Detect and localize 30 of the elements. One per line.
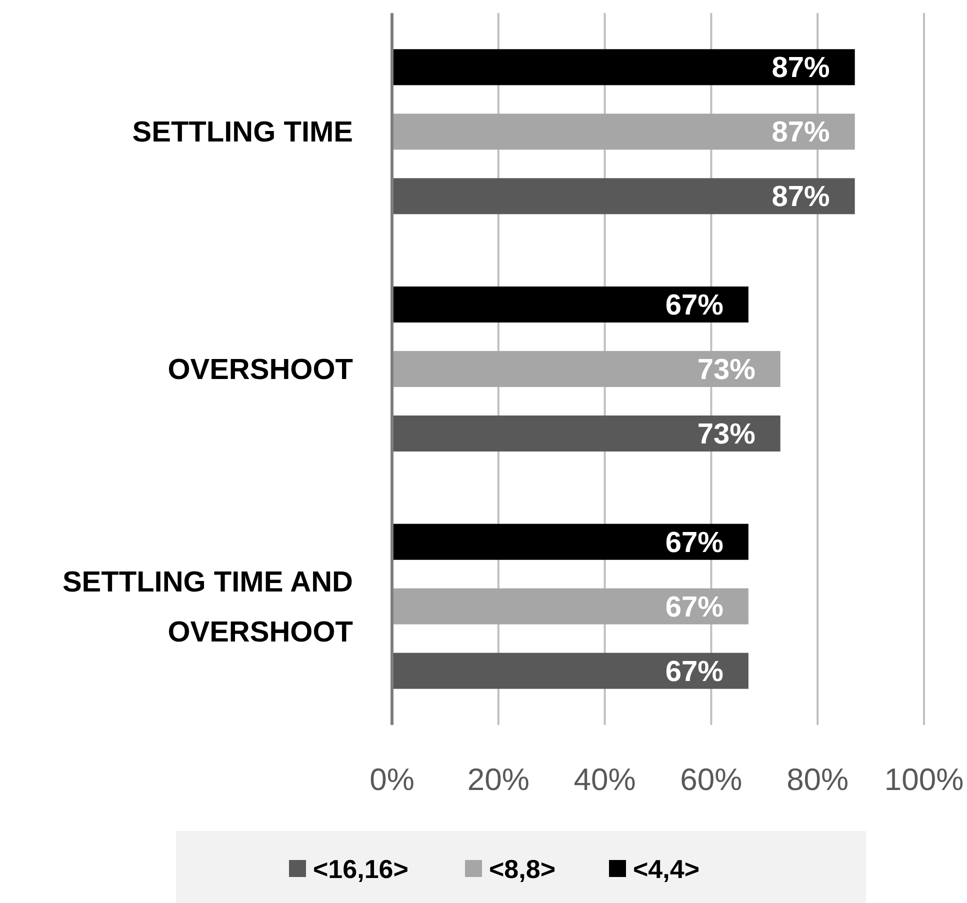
legend-label: <4,4> bbox=[633, 854, 700, 884]
data-label: 67% bbox=[665, 526, 724, 559]
bar bbox=[392, 588, 748, 624]
data-label: 67% bbox=[665, 656, 724, 688]
data-label: 67% bbox=[665, 290, 724, 322]
x-tick-label: 20% bbox=[467, 762, 530, 797]
y-tick-label: SETTLING TIME AND OVERSHOOT bbox=[62, 566, 354, 648]
bar bbox=[392, 351, 780, 387]
x-tick-label: 0% bbox=[370, 762, 414, 797]
x-tick-label: 80% bbox=[786, 762, 849, 797]
bar bbox=[392, 178, 855, 214]
bar bbox=[392, 114, 855, 150]
bar bbox=[392, 524, 748, 560]
data-label: 73% bbox=[697, 354, 756, 386]
x-tick-label: 60% bbox=[680, 762, 742, 797]
y-tick-label: SETTLING TIME bbox=[132, 116, 353, 149]
data-label: 67% bbox=[665, 591, 724, 624]
bar bbox=[392, 652, 748, 689]
legend-label: <8,8> bbox=[489, 854, 556, 884]
legend-label: <16,16> bbox=[313, 854, 408, 884]
data-label: 87% bbox=[772, 181, 830, 214]
y-tick-label: OVERSHOOT bbox=[168, 354, 354, 386]
x-tick-label: 40% bbox=[574, 762, 636, 797]
bar bbox=[392, 416, 780, 452]
bar bbox=[392, 49, 855, 86]
x-tick-label: 100% bbox=[884, 762, 964, 797]
data-label: 87% bbox=[772, 52, 830, 84]
data-label: 73% bbox=[697, 418, 756, 450]
bar bbox=[392, 286, 748, 322]
data-label: 87% bbox=[772, 116, 830, 149]
